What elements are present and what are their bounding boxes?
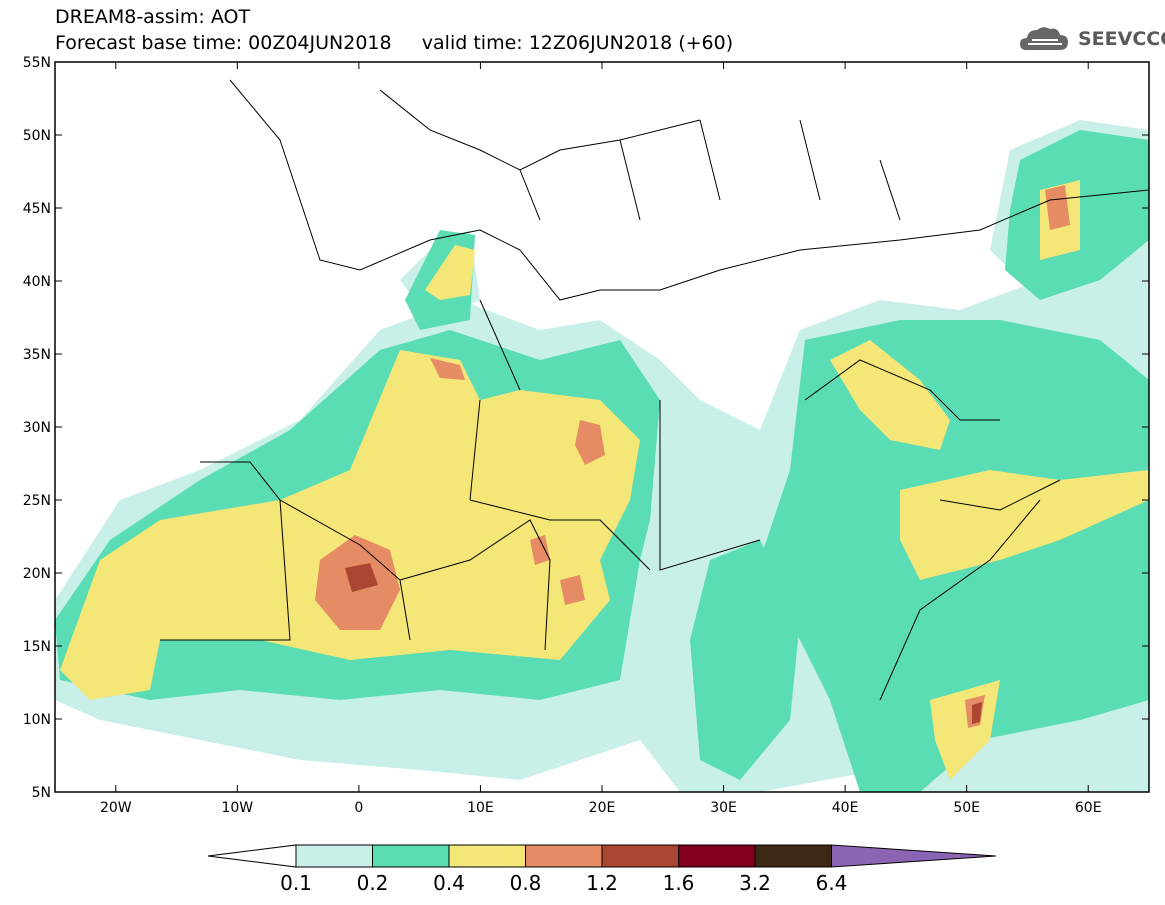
lat-tick-label: 30N [23,420,51,436]
aot-1.2-region [972,702,982,724]
colorbar-label: 0.8 [510,871,542,895]
map-title: DREAM8-assim: AOT [55,6,251,28]
colorbar-swatch [372,844,450,868]
seevccc-logo: SEEVCCC [1018,22,1165,56]
colorbar-label: 1.6 [663,871,695,895]
colorbar-swatch [601,844,679,868]
aot-0.4-region [900,470,1149,580]
cloud-logo-icon [1020,27,1068,50]
valid-time: valid time: 12Z06JUN2018 (+60) [421,32,734,54]
aot-0.8-region [1045,185,1070,230]
lat-tick-label: 25N [23,493,51,509]
country-borders [160,79,1150,701]
lat-tick-label: 5N [32,785,51,801]
aot-0.2-region [690,540,800,780]
lat-tick-label: 10N [23,712,51,728]
colorbar-over-arrow [831,844,997,868]
aot-contours [55,120,1149,792]
aot-0.8-region [430,358,465,380]
lon-tick-label: 60E [1075,800,1102,816]
colorbar-label: 6.4 [816,871,848,895]
aot-0.8-region [530,535,550,565]
colorbar-swatch [448,844,526,868]
colorbar-swatch [678,844,756,868]
colorbar-label: 3.2 [739,871,771,895]
lat-tick-label: 55N [23,55,51,71]
aot-0.4-region [60,350,640,700]
colorbar-swatch [295,844,373,868]
lon-tick-label: 10E [467,800,494,816]
colorbar-label: 0.1 [280,871,312,895]
colorbar-label: 0.4 [433,871,465,895]
lat-tick-label: 15N [23,639,51,655]
colorbar-swatch [525,844,603,868]
colorbar-swatch [754,844,832,868]
aot-0.8-region [560,575,585,605]
base-time: Forecast base time: 00Z04JUN2018 [55,32,392,54]
forecast-time-line: Forecast base time: 00Z04JUN2018 valid t… [55,32,733,54]
lon-tick-label: 50E [953,800,980,816]
colorbar-label: 0.2 [357,871,389,895]
lon-tick-label: 20W [100,800,132,816]
colorbar-label: 1.2 [586,871,618,895]
aot-1.2-region [345,563,378,592]
lon-tick-label: 40E [832,800,859,816]
lat-tick-label: 40N [23,274,51,290]
lon-tick-label: 20E [589,800,616,816]
lat-tick-label: 50N [23,128,51,144]
aot-0.4-region [830,340,950,450]
colorbar: 0.1 0.2 0.4 0.8 1.2 1.6 3.2 6.4 [207,844,997,895]
longitude-axis: 20W 10W 0 10E 20E 30E 40E 50E 60E [100,62,1102,816]
lon-tick-label: 0 [354,800,363,816]
lon-tick-label: 30E [710,800,737,816]
logo-text: SEEVCCC [1078,28,1165,50]
lat-tick-label: 35N [23,347,51,363]
aot-0.4-region [425,245,475,300]
lat-tick-label: 45N [23,201,51,217]
aot-0.8-region [575,420,605,465]
lat-tick-label: 20N [23,566,51,582]
latitude-axis: 55N 50N 45N 40N 35N 30N 25N 20N 15N 10N 5N [23,55,1149,801]
lon-tick-label: 10W [221,800,253,816]
colorbar-under-arrow [207,844,297,868]
